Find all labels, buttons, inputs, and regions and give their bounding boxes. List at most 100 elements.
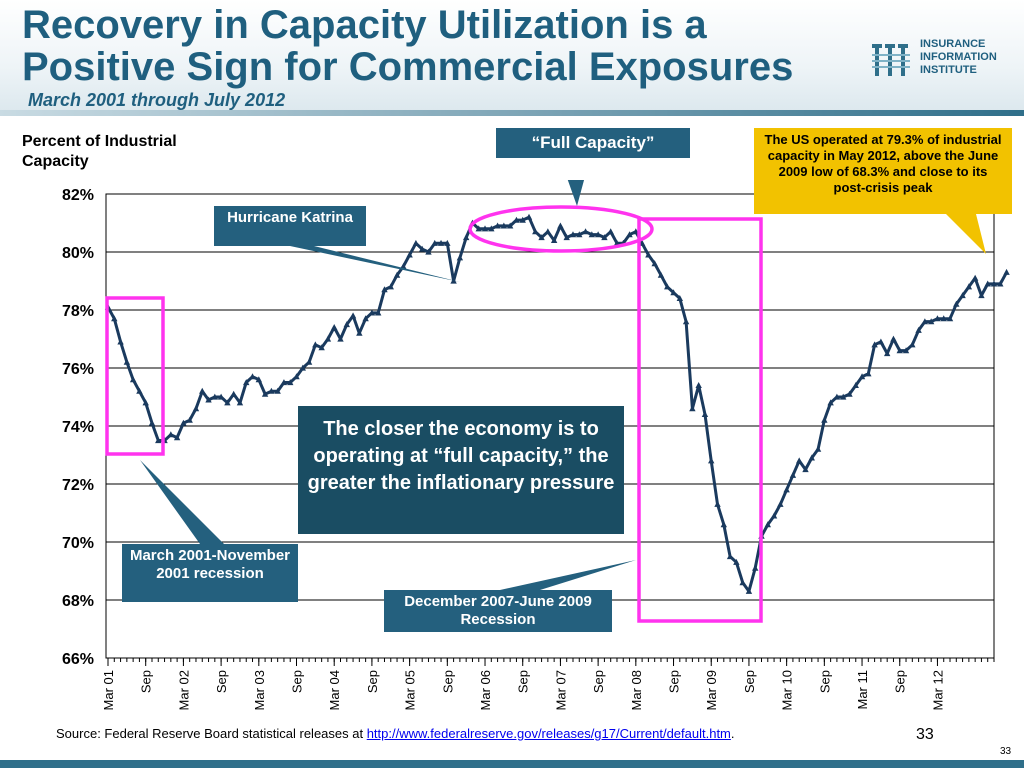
source-prefix: Source: Federal Reserve Board statistica… [56,726,367,741]
x-tick-label: Sep [290,670,305,693]
data-point-marker [362,315,369,322]
data-point-marker [324,335,332,342]
y-tick-label: 74% [62,419,94,436]
y-tick-label: 68% [62,593,94,610]
data-point-marker [902,347,910,354]
recession-2001-pointer [140,460,224,544]
data-point-marker [299,364,306,371]
data-point-marker [827,399,834,406]
x-tick-label: Mar 03 [252,670,267,710]
data-point-marker [733,558,740,565]
data-point-marker [123,358,131,365]
us-operated-note: The US operated at 79.3% of industrial c… [754,128,1012,214]
footer-bar [0,760,1024,768]
data-point-marker [645,251,652,258]
data-point-marker [230,390,237,397]
data-point-marker [287,379,294,386]
logo-line: INFORMATION [920,51,997,63]
data-point-marker [569,231,577,238]
data-point-marker [381,286,388,293]
data-point-marker [506,222,514,229]
data-point-marker [883,350,891,357]
data-point-marker [173,434,181,441]
data-point-marker [708,457,715,464]
data-point-marker [488,225,495,232]
data-point-marker [664,283,671,290]
data-point-marker [997,280,1004,287]
data-point-marker [689,405,696,412]
data-point-marker [965,283,973,290]
x-tick-label: Sep [440,670,455,693]
y-tick-label: 78% [62,303,94,320]
data-point-marker [406,251,413,258]
x-tick-label: Mar 07 [553,670,568,710]
data-point-marker [349,312,357,319]
data-point-marker [412,239,420,246]
x-tick-label: Mar 10 [780,670,795,710]
data-point-marker [111,315,118,322]
data-point-marker [148,419,156,426]
data-point-marker [695,382,702,388]
data-point-marker [971,274,979,281]
data-point-marker [940,315,947,322]
y-tick-label: 70% [62,535,94,552]
slide-number: 33 [916,726,934,743]
data-point-marker [890,335,897,342]
x-tick-label: Mar 06 [478,670,493,710]
x-tick-label: Mar 01 [101,670,116,710]
x-tick-label: Mar 11 [855,670,870,710]
data-point-marker [701,411,709,417]
x-tick-label: Mar 05 [403,670,418,710]
data-point-marker [544,228,552,235]
data-point-marker [714,500,721,507]
full-capacity-pointer [567,180,585,206]
recession-2007-box [637,217,763,623]
source-suffix: . [730,726,735,741]
data-point-marker [852,382,859,388]
data-point-marker [978,292,985,299]
x-tick-label: Sep [667,670,682,693]
header-band [0,0,1024,112]
data-point-marker [682,318,690,325]
data-point-marker [720,521,728,528]
x-tick-label: Mar 08 [629,670,644,710]
data-point-marker [494,222,501,229]
y-tick-label: 80% [62,245,94,262]
data-point-marker [142,399,149,406]
data-point-marker [582,228,589,235]
data-point-marker [312,341,319,348]
data-point-marker [243,379,250,386]
data-point-marker [437,239,445,246]
y-tick-label: 66% [62,651,94,668]
data-point-marker [607,228,614,235]
data-point-marker [934,315,941,322]
data-point-marker [481,225,489,232]
data-point-marker [387,283,394,290]
data-point-marker [368,309,376,316]
data-point-marker [249,373,256,380]
data-point-marker [525,213,533,220]
katrina-pointer [290,246,460,282]
data-point-marker [431,239,438,246]
data-point-marker [984,280,991,287]
data-point-marker [814,445,822,452]
x-tick-label: Sep [365,670,380,693]
x-tick-label: Sep [893,670,908,693]
source-link[interactable]: http://www.federalreserve.gov/releases/g… [366,726,731,741]
data-point-marker [764,521,771,528]
data-point-marker [167,431,175,438]
data-point-marker [274,387,281,394]
inflation-callout: The closer the economy is to operating a… [298,406,624,534]
data-point-marker [752,564,759,571]
data-point-marker [136,387,143,394]
source-note: Source: Federal Reserve Board statistica… [56,726,735,741]
data-point-marker [337,335,344,342]
data-point-marker [839,393,847,400]
data-point-marker [331,324,338,330]
data-point-marker [444,239,451,246]
data-point-marker [588,231,596,238]
data-point-marker [199,387,206,394]
data-point-marker [318,344,325,351]
x-tick-label: Sep [742,670,757,693]
data-point-marker [205,396,212,403]
